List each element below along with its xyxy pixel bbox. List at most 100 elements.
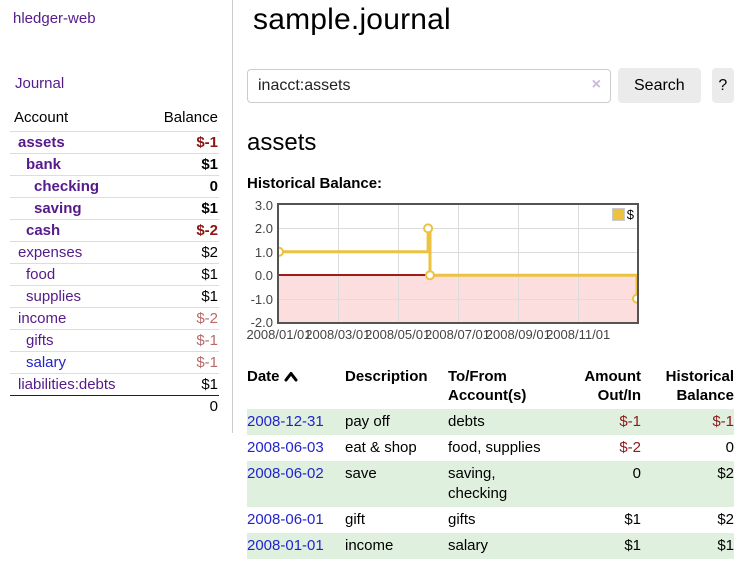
y-tick-label: 0.0: [254, 268, 273, 284]
account-name-cell: cash: [10, 219, 144, 242]
page-title: sample.journal: [253, 3, 451, 36]
account-balance: 0: [143, 175, 219, 198]
register-amount-cell: $-2: [619, 439, 641, 456]
y-tick-label: 3.0: [254, 198, 273, 213]
account-name-cell: bank: [10, 153, 144, 176]
register-balance-cell: $2: [641, 461, 734, 507]
v-gridline: [457, 205, 459, 322]
register-balance-cell: $1: [641, 533, 734, 559]
account-name-cell: supplies: [10, 285, 144, 308]
sidebar-account-link[interactable]: checking: [34, 178, 100, 195]
x-tick-label: 2008/05/01: [365, 327, 431, 342]
register-amount-cell: $-1: [566, 409, 641, 435]
sidebar-item-journal[interactable]: Journal: [15, 75, 65, 92]
register-col-amount: Amount Out/In: [584, 368, 641, 404]
register-balance-cell: $-1: [641, 409, 734, 435]
v-gridline: [578, 205, 580, 322]
transaction-date-link[interactable]: 2008-06-01: [247, 511, 324, 528]
sidebar-account-link[interactable]: expenses: [18, 244, 83, 261]
search-input-wrap: ×: [247, 68, 611, 103]
register-amount-cell: $1: [566, 533, 641, 559]
register-row: 2008-01-01 income salary $1 $1: [247, 533, 734, 559]
register-description-cell: eat & shop: [345, 439, 417, 456]
sidebar-account-link[interactable]: assets: [18, 134, 65, 151]
x-tick-label: 2008/01/01: [246, 327, 312, 342]
sort-ascending-icon: [284, 368, 298, 387]
account-balance: $-2: [143, 307, 219, 330]
accounts-total-row: 0: [10, 395, 219, 417]
transaction-date-link[interactable]: 2008-06-03: [247, 439, 324, 456]
register-date-cell: 2008-06-02: [247, 461, 345, 507]
sidebar-account-link[interactable]: food: [26, 266, 56, 283]
account-row: saving $1: [10, 197, 219, 220]
v-gridline: [397, 205, 399, 322]
transaction-date-link[interactable]: 2008-01-01: [247, 537, 324, 554]
register-table: Date Description To/From Account(s) Amou…: [247, 365, 734, 559]
chart-y-axis-labels: 3.0 2.0 1.0 0.0 -1.0 -2.0: [247, 198, 273, 330]
account-row: income $-2: [10, 307, 219, 330]
account-name-cell: gifts: [10, 329, 144, 352]
sidebar-account-link[interactable]: income: [18, 310, 67, 327]
chart-legend: $: [611, 207, 634, 222]
balance-series: [279, 223, 637, 304]
account-name-cell: saving: [10, 197, 144, 220]
account-balance: $-1: [143, 351, 219, 374]
sidebar-account-link[interactable]: salary: [26, 354, 67, 371]
account-name-cell: assets: [10, 131, 144, 154]
account-balance: $1: [143, 263, 219, 286]
register-col-account: To/From Account(s): [448, 368, 527, 404]
help-button[interactable]: ?: [711, 68, 734, 103]
sidebar-account-link[interactable]: liabilities:debts: [18, 376, 116, 393]
account-row: liabilities:debts $1: [10, 373, 219, 396]
register-col-balance: Historical Balance: [665, 368, 734, 404]
register-col-date: Date: [247, 365, 345, 409]
search-input[interactable]: [247, 68, 611, 103]
account-name-cell: income: [10, 307, 144, 330]
register-accounts-cell: gifts: [448, 511, 476, 528]
sidebar-account-link[interactable]: cash: [26, 222, 61, 239]
chart-x-axis-labels: 2008/01/01 2008/03/01 2008/05/01 2008/07/01…: [246, 327, 637, 345]
data-point-marker: [632, 293, 637, 304]
accounts-table: Account Balance assets $-1 bank $1 checking 0…: [10, 107, 219, 417]
register-row: 2008-06-01 gift gifts $1 $2: [247, 507, 734, 533]
account-row: expenses $2: [10, 241, 219, 264]
account-balance: $-2: [143, 219, 219, 242]
sidebar: hledger-web Journal Account Balance asse…: [0, 0, 233, 433]
brand-link[interactable]: hledger-web: [13, 10, 96, 27]
account-heading: assets: [247, 129, 317, 156]
account-name-cell: liabilities:debts: [10, 373, 144, 396]
account-balance: $-1: [143, 329, 219, 352]
clear-search-icon[interactable]: ×: [591, 75, 601, 93]
account-balance: $1: [143, 197, 219, 220]
sidebar-account-link[interactable]: supplies: [26, 288, 82, 305]
data-point-marker: [425, 270, 435, 281]
sidebar-account-link[interactable]: bank: [26, 156, 62, 173]
accounts-total-value: 0: [143, 395, 219, 417]
sidebar-account-link[interactable]: saving: [34, 200, 82, 217]
search-button[interactable]: Search: [618, 68, 701, 103]
sidebar-account-link[interactable]: gifts: [26, 332, 54, 349]
register-balance-cell: $2: [717, 511, 734, 528]
account-row: checking 0: [10, 175, 219, 198]
legend-label: $: [626, 207, 634, 222]
historical-balance-chart: 3.0 2.0 1.0 0.0 -1.0 -2.0 $ 2008/01/01 2008/03…: [246, 198, 734, 349]
register-row: 2008-06-02 save saving, checking 0 $2: [247, 461, 734, 507]
account-balance: $-1: [143, 131, 219, 154]
transaction-date-link[interactable]: 2008-06-02: [247, 465, 324, 482]
transaction-date-link[interactable]: 2008-12-31: [247, 413, 324, 430]
register-date-cell: 2008-06-01: [247, 507, 345, 533]
register-amount-cell: $1: [624, 511, 641, 528]
account-balance: $1: [143, 285, 219, 308]
y-tick-label: -2.0: [250, 315, 273, 330]
legend-swatch: [611, 208, 625, 221]
y-tick-label: 2.0: [254, 221, 273, 237]
y-tick-label: -1.0: [250, 291, 273, 307]
chart-label: Historical Balance:: [247, 175, 383, 192]
register-description-cell: gift: [345, 511, 366, 528]
x-tick-label: 2008/03/01: [305, 327, 371, 342]
main-content: sample.journal × Search ? assets Histori…: [246, 0, 734, 559]
register-table-body: 2008-12-31 pay off debts $-1 $-1 2008-06-03 ea…: [247, 409, 734, 559]
accounts-total-spacer: [10, 395, 144, 417]
account-name-cell: expenses: [10, 241, 144, 264]
